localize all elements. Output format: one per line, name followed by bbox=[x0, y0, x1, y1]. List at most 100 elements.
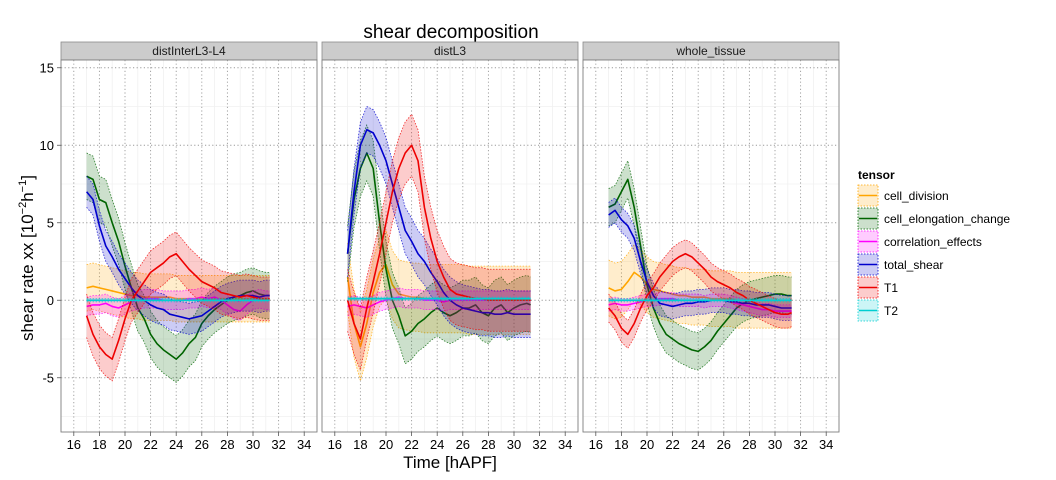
x-tick-label: 32 bbox=[793, 437, 807, 452]
panel-grid bbox=[60, 60, 318, 432]
series-line-T1 bbox=[607, 252, 792, 336]
x-tick-label: 24 bbox=[169, 437, 183, 452]
series-line-total_shear bbox=[346, 128, 531, 316]
x-tick-label: 34 bbox=[558, 437, 572, 452]
legend-item-T2: T2 bbox=[857, 299, 898, 322]
legend-item-correlation_effects: correlation_effects bbox=[857, 230, 982, 253]
x-tick-label: 28 bbox=[742, 437, 756, 452]
confidence-band-T1 bbox=[347, 114, 531, 370]
band-lower-cell_elongation_change bbox=[86, 199, 270, 383]
band-upper-T1 bbox=[608, 239, 792, 322]
x-tick-label: 30 bbox=[246, 437, 260, 452]
legend-title: tensor bbox=[858, 168, 895, 182]
y-tick-label: 0 bbox=[47, 293, 54, 308]
x-tick-label: 20 bbox=[379, 437, 393, 452]
series-line-T1 bbox=[85, 252, 270, 360]
y-tick-label: -5 bbox=[42, 370, 54, 385]
panel-strip-label: whole_tissue bbox=[675, 44, 746, 58]
x-tick-label: 26 bbox=[717, 437, 731, 452]
y-axis: -5 0 5 10 15 bbox=[40, 60, 61, 385]
confidence-band-T1 bbox=[86, 232, 270, 381]
panel-whole_tissue: whole_tissue 16 18 20 22 24 26 28 30 32 34 bbox=[582, 41, 840, 452]
confidence-band-correlation_effects bbox=[86, 287, 270, 321]
x-tick-label: 20 bbox=[640, 437, 654, 452]
band-lower-cell_division bbox=[608, 299, 792, 329]
chart-title: shear decomposition bbox=[363, 22, 538, 43]
band-upper-total_shear bbox=[347, 105, 531, 292]
confidence-band-total_shear bbox=[86, 176, 270, 335]
panel-strip-label: distL3 bbox=[434, 44, 466, 58]
legend-label: cell_elongation_change bbox=[884, 212, 1010, 226]
band-upper-cell_division bbox=[608, 243, 792, 273]
x-tick-label: 18 bbox=[614, 437, 628, 452]
band-lower-T1 bbox=[347, 175, 531, 372]
y-tick-label: 5 bbox=[47, 215, 54, 230]
x-tick-label: 24 bbox=[430, 437, 444, 452]
x-tick-label: 34 bbox=[297, 437, 311, 452]
band-lower-correlation_effects bbox=[86, 306, 270, 321]
x-tick-label: 16 bbox=[328, 437, 342, 452]
confidence-band-cell_division bbox=[608, 244, 792, 329]
series-line-cell_division bbox=[86, 285, 270, 300]
legend-label: cell_division bbox=[884, 189, 949, 203]
x-tick-label: 34 bbox=[819, 437, 833, 452]
x-axis-title: Time [hAPF] bbox=[403, 453, 497, 472]
x-tick-label: 24 bbox=[691, 437, 705, 452]
x-tick-label: 28 bbox=[220, 437, 234, 452]
panel-distInterL3-L4: distInterL3-L4 16 18 20 22 24 26 28 30 32 34 bbox=[60, 41, 318, 452]
series-line-total_shear bbox=[85, 191, 270, 320]
x-tick-label: 32 bbox=[532, 437, 546, 452]
x-tick-label: 30 bbox=[768, 437, 782, 452]
x-tick-label: 18 bbox=[92, 437, 106, 452]
confidence-band-T1 bbox=[608, 239, 792, 349]
confidence-band-cell_elongation_change bbox=[86, 153, 270, 383]
legend-item-cell_division: cell_division bbox=[857, 184, 949, 207]
band-lower-total_shear bbox=[347, 152, 531, 338]
x-tick-label: 22 bbox=[665, 437, 679, 452]
y-tick-label: 10 bbox=[40, 138, 54, 153]
band-upper-correlation_effects bbox=[608, 292, 792, 306]
band-upper-cell_elongation_change bbox=[608, 159, 792, 334]
band-upper-cell_elongation_change bbox=[86, 152, 270, 337]
x-tick-label: 28 bbox=[481, 437, 495, 452]
y-axis-title-end: ] bbox=[18, 175, 37, 180]
panel-series bbox=[346, 105, 531, 383]
series-line-total_shear bbox=[608, 209, 792, 309]
x-tick-label: 32 bbox=[271, 437, 285, 452]
panel-border bbox=[60, 59, 318, 433]
legend-label: T1 bbox=[884, 281, 898, 295]
band-lower-cell_elongation_change bbox=[347, 179, 531, 365]
x-tick-label: 16 bbox=[67, 437, 81, 452]
panel-border bbox=[321, 59, 579, 433]
panel-strip-label: distInterL3-L4 bbox=[152, 44, 226, 58]
band-upper-T1 bbox=[347, 113, 531, 310]
legend-item-total_shear: total_shear bbox=[857, 253, 943, 276]
x-tick-label: 16 bbox=[589, 437, 603, 452]
x-tick-label: 26 bbox=[195, 437, 209, 452]
y-axis-title: shear rate xx [10−2h−1] bbox=[17, 175, 37, 341]
y-axis-title-main: shear rate xx [10 bbox=[18, 214, 37, 341]
panel-series bbox=[85, 152, 270, 383]
confidence-band-total_shear bbox=[608, 197, 792, 321]
x-tick-label: 20 bbox=[118, 437, 132, 452]
panel-distL3: distL3 16 18 20 22 24 26 28 30 32 34 bbox=[321, 41, 579, 452]
band-lower-cell_division bbox=[86, 309, 270, 323]
y-axis-title-mid: h bbox=[18, 192, 37, 201]
x-tick-label: 22 bbox=[404, 437, 418, 452]
x-tick-label: 18 bbox=[353, 437, 367, 452]
legend-label: T2 bbox=[884, 304, 898, 318]
band-upper-T1 bbox=[86, 231, 270, 339]
facet-panels: distInterL3-L4 16 18 20 22 24 26 28 30 32 34 distL3… bbox=[60, 41, 840, 452]
legend: tensor cell_division cell_elongation_chan… bbox=[857, 168, 1010, 322]
band-lower-correlation_effects bbox=[608, 304, 792, 318]
legend-item-T1: T1 bbox=[857, 276, 898, 299]
series-line-T1 bbox=[346, 144, 531, 340]
panel-border bbox=[582, 59, 840, 433]
legend-label: total_shear bbox=[884, 258, 943, 272]
band-upper-cell_division bbox=[86, 262, 270, 276]
panel-series bbox=[607, 159, 792, 371]
confidence-band-correlation_effects bbox=[347, 287, 531, 318]
band-lower-T1 bbox=[86, 274, 270, 382]
band-lower-T1 bbox=[608, 267, 792, 349]
